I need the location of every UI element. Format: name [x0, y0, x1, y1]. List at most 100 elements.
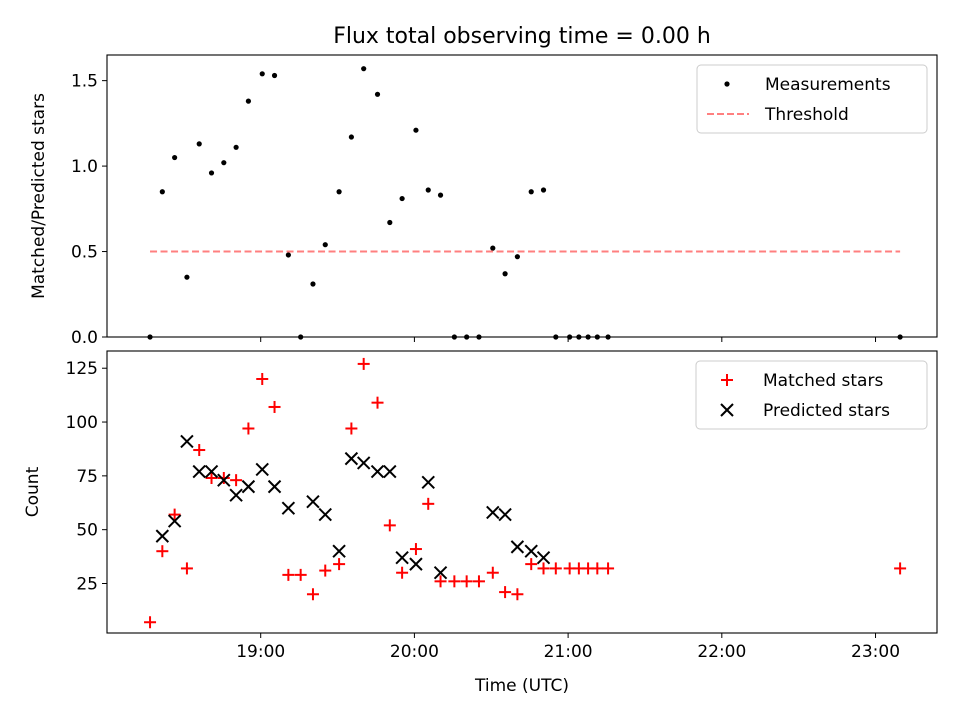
ratio-y-tick-label: 1.0	[71, 157, 98, 177]
matched-stars-point	[217, 472, 230, 485]
ratio-legend: Measurements Threshold	[696, 64, 928, 134]
matched-stars-point	[602, 562, 615, 575]
predicted-stars-point	[241, 479, 256, 494]
matched-stars-point	[537, 562, 550, 575]
predicted-stars-point	[332, 544, 346, 558]
predicted-stars-point	[204, 464, 219, 479]
measurements-point	[348, 134, 354, 140]
counts-plot-frame	[106, 350, 938, 634]
matched-stars-point	[591, 562, 604, 575]
measurements-point	[159, 189, 165, 195]
predicted-stars-point	[167, 514, 182, 528]
matched-stars-point	[282, 568, 295, 581]
predicted-stars-point	[344, 451, 359, 466]
predicted-stars-point	[318, 507, 332, 522]
predicted-stars-point	[409, 557, 423, 571]
matched-stars-point	[333, 558, 346, 571]
matched-stars-point	[383, 519, 396, 532]
matched-stars-point	[422, 497, 435, 510]
measurements-point	[528, 189, 534, 195]
matched-stars-point	[168, 508, 181, 521]
measurements-point	[585, 334, 591, 340]
matched-stars-point	[144, 616, 157, 629]
ratio-plot-frame	[106, 54, 938, 338]
matched-stars-point	[486, 566, 499, 579]
matched-stars-point	[345, 422, 358, 435]
measurements-point	[897, 334, 903, 340]
measurements-point	[451, 334, 457, 340]
ratio-legend-box	[696, 64, 928, 134]
measurements-point	[184, 274, 190, 280]
measurements-point	[502, 271, 508, 277]
measurements-point	[245, 98, 252, 104]
predicted-stars-point	[255, 462, 269, 477]
matched-stars-point	[230, 474, 243, 487]
predicted-stars-point	[281, 501, 296, 515]
matched-stars-point	[319, 564, 332, 577]
legend-predicted-label: Predicted stars	[763, 401, 890, 421]
matched-stars-point	[894, 562, 907, 575]
predicted-stars-point	[306, 494, 320, 509]
predicted-stars-point	[395, 550, 409, 565]
predicted-stars-point	[433, 566, 448, 580]
ratio-y-tick-label: 1.5	[71, 72, 98, 92]
matched-stars-point	[472, 575, 485, 588]
measurements-point	[399, 195, 405, 202]
counts-y-tick-label: 75	[76, 467, 98, 487]
legend-measurements-marker	[724, 81, 730, 87]
measurements-point	[540, 187, 547, 193]
predicted-stars-point	[180, 434, 194, 449]
predicted-stars-point	[486, 505, 500, 520]
predicted-stars-point	[155, 529, 170, 543]
matched-stars-point	[242, 422, 255, 435]
matched-stars-point	[180, 562, 193, 575]
measurements-point	[196, 141, 202, 147]
matched-stars-point	[306, 588, 319, 601]
counts-y-tick-label: 50	[76, 521, 98, 541]
x-tick-label: 21:00	[544, 642, 593, 662]
matched-stars-point	[511, 588, 524, 601]
matched-stars-point	[525, 558, 538, 571]
x-axis-label: Time (UTC)	[474, 676, 569, 696]
matched-stars-point	[156, 545, 169, 558]
matched-stars-point	[409, 543, 422, 556]
predicted-stars-point	[498, 507, 512, 522]
measurements-point	[208, 170, 215, 176]
predicted-stars-point	[267, 479, 282, 494]
measurements-point	[425, 187, 431, 193]
matched-stars-point	[434, 575, 447, 588]
measurements-point	[514, 254, 520, 260]
measurements-point	[413, 127, 419, 133]
matched-stars-point	[193, 444, 206, 457]
ratio-axis: 0.0 0.5 1.0 1.5	[71, 72, 877, 348]
counts-marks	[144, 357, 907, 629]
measurements-point	[374, 91, 381, 97]
counts-y-tick-label: 100	[66, 413, 98, 433]
measurements-point	[285, 252, 291, 258]
matched-stars-point	[448, 575, 461, 588]
counts-y-tick-label: 25	[76, 574, 98, 594]
legend-measurements-label: Measurements	[765, 75, 891, 95]
matched-stars-point	[205, 472, 218, 485]
matched-stars-point	[499, 586, 512, 599]
measurements-point	[233, 144, 239, 150]
x-tick-label: 19:00	[236, 642, 285, 662]
counts-legend-box	[695, 360, 928, 430]
matched-stars-point	[294, 568, 307, 581]
measurements-point	[553, 334, 559, 340]
x-tick-label: 22:00	[697, 642, 746, 662]
measurements-point	[310, 281, 316, 287]
measurements-point	[576, 334, 582, 340]
matched-stars-point	[256, 372, 269, 385]
legend-matched-label: Matched stars	[763, 371, 883, 391]
matched-stars-point	[460, 575, 473, 588]
measurements-point	[464, 334, 470, 340]
predicted-stars-point	[536, 550, 551, 565]
x-tick-label: 20:00	[390, 642, 439, 662]
ratio-y-axis-label: Matched/Predicted stars	[29, 93, 49, 299]
counts-panel: 25 50 75 100 125 19:00 20:00 21:00 22:00 23:00 Co…	[23, 350, 938, 662]
measurements-point	[476, 334, 482, 340]
matched-stars-point	[371, 396, 384, 409]
matched-stars-point	[268, 400, 281, 413]
